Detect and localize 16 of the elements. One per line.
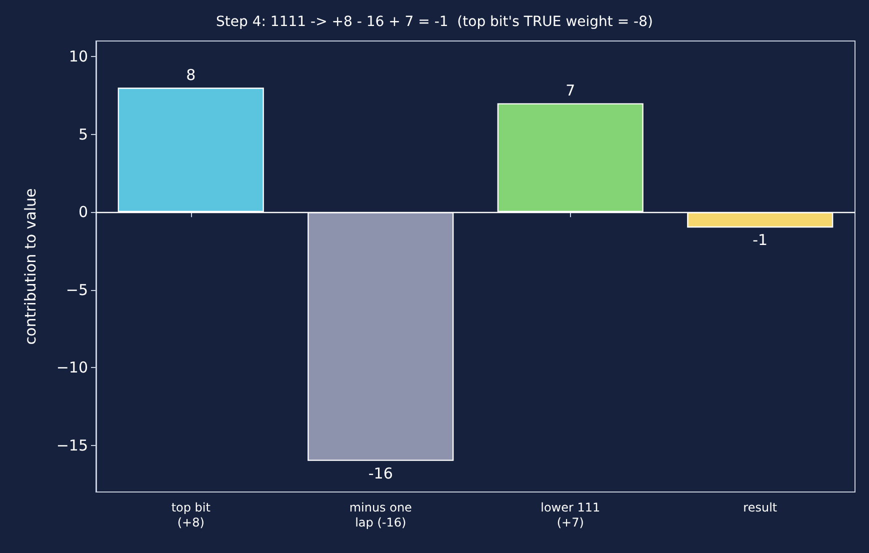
- data-label: 7: [566, 82, 576, 100]
- y-tick-label: 10: [68, 48, 88, 66]
- y-tick-label: −10: [56, 358, 88, 377]
- x-tick-label: lower 111 (+7): [540, 500, 600, 530]
- y-axis-title: contribution to value: [22, 188, 40, 345]
- y-tick-label: 5: [78, 125, 88, 144]
- data-label: -1: [752, 231, 768, 250]
- x-tick-label: top bit (+8): [171, 500, 211, 530]
- data-label: 8: [186, 66, 196, 84]
- data-label: -16: [368, 464, 393, 482]
- y-tick-label: −5: [66, 280, 88, 299]
- x-tick-label: minus one lap (-16): [349, 500, 412, 530]
- y-tick-label: −15: [56, 436, 88, 454]
- chart-title: Step 4: 1111 -> +8 - 16 + 7 = -1 (top bit's TRUE weight = -8): [216, 14, 653, 30]
- y-tick-label: 0: [78, 203, 88, 222]
- x-tick-label: result: [743, 500, 778, 514]
